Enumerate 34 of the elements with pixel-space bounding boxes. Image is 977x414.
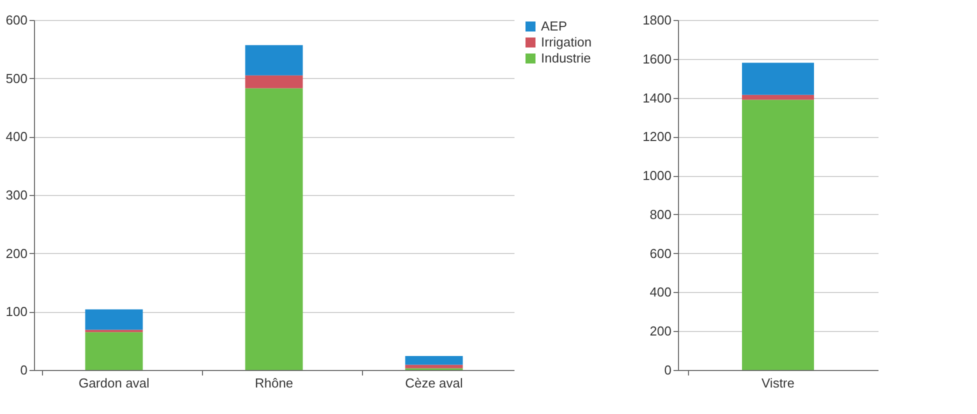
- y-tick-label: 400: [6, 129, 28, 144]
- bar: [405, 356, 463, 365]
- bar: [245, 88, 303, 370]
- bar: [85, 332, 143, 370]
- y-tick-label: 200: [6, 246, 28, 261]
- x-tick-label: Vistre: [762, 376, 794, 390]
- bar: [742, 94, 814, 100]
- legend-label: Industrie: [541, 50, 591, 66]
- legend-label: AEP: [541, 18, 568, 34]
- bar: [405, 364, 463, 368]
- y-tick-label: 1600: [642, 51, 672, 66]
- x-tick-label: Cèze aval: [405, 376, 464, 390]
- y-tick-label: 1800: [642, 12, 672, 28]
- y-tick-label: 1000: [642, 168, 672, 184]
- y-tick-label: 0: [20, 362, 28, 378]
- legend-label: Irrigation: [541, 34, 592, 50]
- y-tick-label: 500: [6, 70, 28, 86]
- x-tick-label: Rhône: [254, 376, 294, 390]
- y-tick-label: 600: [6, 12, 28, 28]
- y-tick-label: 600: [650, 246, 672, 261]
- bar: [742, 100, 814, 370]
- y-tick-label: 800: [650, 206, 672, 222]
- y-tick-label: 1200: [642, 129, 672, 144]
- y-tick-label: 200: [650, 324, 672, 339]
- bar: [245, 75, 303, 88]
- bar: [245, 45, 303, 76]
- y-tick-label: 0: [664, 362, 672, 378]
- bar: [85, 309, 143, 330]
- bar: [742, 62, 814, 95]
- y-tick-label: 100: [6, 304, 28, 320]
- y-tick-label: 1400: [642, 90, 672, 106]
- y-tick-label: 400: [650, 284, 672, 300]
- y-tick-label: 300: [6, 188, 28, 202]
- x-tick-label: Gardon aval: [78, 376, 150, 390]
